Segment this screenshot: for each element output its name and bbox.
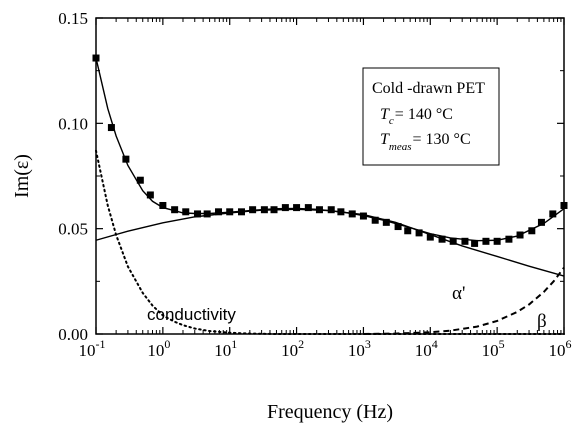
- x-tick-label: 105: [482, 337, 505, 360]
- data-point: [171, 206, 179, 214]
- data-point: [194, 210, 202, 218]
- data-point: [449, 237, 457, 245]
- y-tick-label: 0.00: [58, 325, 88, 344]
- data-point: [237, 208, 245, 216]
- data-point: [404, 227, 412, 235]
- data-point: [226, 208, 234, 216]
- beta-curve: [363, 267, 565, 335]
- data-point: [461, 237, 469, 245]
- data-point: [348, 210, 356, 218]
- annotation-beta: β: [537, 311, 547, 332]
- data-point: [493, 237, 501, 245]
- data-point: [394, 223, 402, 231]
- data-point: [203, 210, 211, 218]
- data-point: [482, 237, 490, 245]
- data-point: [146, 191, 154, 199]
- data-point: [359, 212, 367, 220]
- data-point: [505, 235, 513, 243]
- x-tick-label: 104: [415, 337, 438, 360]
- data-point: [107, 124, 115, 132]
- data-point: [304, 204, 312, 212]
- data-point: [426, 233, 434, 241]
- x-tick-label: 102: [281, 337, 304, 360]
- x-tick-label: 10-1: [79, 337, 106, 360]
- data-point: [281, 204, 289, 212]
- ticks: 10-1 100 101 102 103 104 105 106 0.00 0.05 0.10 0.1…: [58, 9, 571, 360]
- data-point: [549, 210, 557, 218]
- legend-line-2: Tc= 140 °C: [380, 106, 453, 127]
- annotation-conductivity: conductivity: [147, 305, 236, 324]
- data-point: [215, 208, 223, 216]
- data-point: [270, 206, 278, 214]
- data-point: [382, 218, 390, 226]
- legend-line-3: Tmeas= 130 °C: [380, 131, 471, 153]
- data-point: [315, 206, 323, 214]
- data-point: [537, 218, 545, 226]
- data-point: [415, 229, 423, 237]
- data-point: [293, 204, 301, 212]
- plot-frame: [95, 17, 565, 335]
- data-point: [159, 201, 167, 209]
- data-point: [136, 176, 144, 184]
- data-point: [249, 206, 257, 214]
- x-tick-label: 103: [348, 337, 371, 360]
- x-axis-label: Frequency (Hz): [267, 401, 393, 423]
- data-point: [122, 155, 130, 163]
- data-point: [528, 227, 536, 235]
- data-point: [327, 206, 335, 214]
- y-tick-label: 0.10: [58, 114, 88, 133]
- legend-box: Cold -drawn PET Tc= 140 °C Tmeas= 130 °C: [362, 67, 500, 166]
- y-tick-label: 0.15: [58, 9, 88, 28]
- x-tick-label: 101: [214, 337, 237, 360]
- annotation-alpha: α': [452, 283, 465, 304]
- data-point: [337, 208, 345, 216]
- data-point: [371, 216, 379, 224]
- legend-line-1: Cold -drawn PET: [372, 80, 485, 97]
- x-tick-label: 106: [549, 337, 572, 360]
- data-point: [438, 235, 446, 243]
- data-point: [260, 206, 268, 214]
- data-point: [182, 208, 190, 216]
- y-tick-label: 0.05: [58, 220, 88, 239]
- data-markers: [92, 54, 568, 247]
- y-axis-label: Im(ε): [11, 154, 33, 198]
- data-point: [471, 239, 479, 247]
- data-point: [516, 231, 524, 239]
- x-tick-label: 100: [147, 337, 170, 360]
